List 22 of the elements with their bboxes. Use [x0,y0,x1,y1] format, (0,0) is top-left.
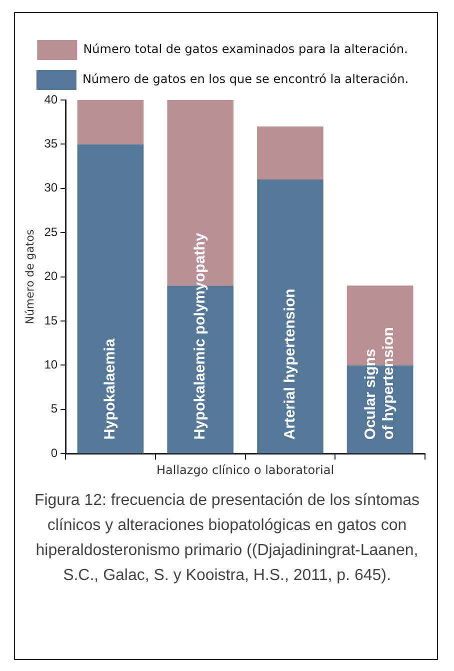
y-tick-label: 30 [44,180,58,195]
text: Figura 12: frecuencia de presentación de los síntomas clínicos y alteraciones biopatológicas en gatos con hiperaldosteronismo primario ((Djajadiningrat-Laanen, S.C., Galac, S. y Kooistra, H.S., 2011, p. 645). [33,491,421,586]
y-tick-label: 15 [44,313,58,328]
legend-label: Número de gatos en los que se encontró la alteración. [82,72,409,86]
y-axis-title: Número de gatos [23,229,36,324]
bar [77,144,144,454]
x-tick-label: Ocular signs of hypertension [362,327,398,440]
y-tick-label: 0 [50,446,58,460]
y-tick-label: 25 [44,224,58,239]
y-tick-label: 35 [44,136,58,151]
y-tick-label: 5 [50,402,58,416]
legend-label: Número total de gatos examinados para la alteración. [83,42,408,56]
y-tick-label: 20 [44,269,58,284]
bar [77,100,144,144]
x-tick-label: Arterial hypertension [281,288,298,440]
bar [257,180,324,454]
x-axis-title: Hallazgo clínico o laboratorial [156,462,334,477]
y-tick-label: 10 [44,358,58,372]
x-tick-label: Hypokalaemic polymyopathy [191,232,208,440]
y-tick-label: 40 [44,92,58,106]
x-tick-label: Hypokalaemia [102,338,119,440]
bar [257,126,324,180]
